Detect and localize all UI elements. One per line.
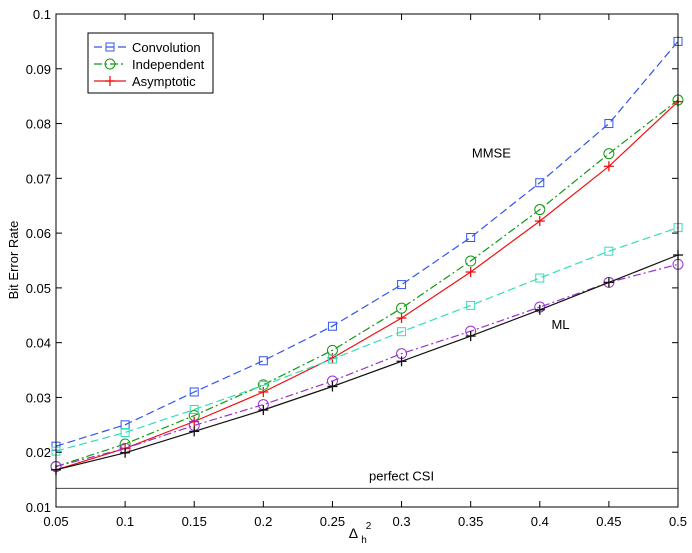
x-tick-label: 0.25 xyxy=(320,514,345,529)
data-point xyxy=(189,426,200,437)
data-point xyxy=(535,178,545,188)
legend-entry: Asymptotic xyxy=(94,74,196,89)
data-point xyxy=(603,148,615,160)
series-line-mmse-asymptotic xyxy=(55,101,679,471)
y-tick-label: 0.07 xyxy=(26,171,51,186)
y-axis-label: Bit Error Rate xyxy=(6,221,21,300)
data-point xyxy=(535,273,545,283)
data-point xyxy=(258,386,269,397)
x-axis-label-symbol: Δ xyxy=(349,525,358,541)
data-point xyxy=(189,387,199,397)
x-tick-label: 0.15 xyxy=(182,514,207,529)
y-tick-label: 0.03 xyxy=(26,390,51,405)
data-point xyxy=(466,232,476,242)
data-point xyxy=(396,313,407,324)
legend-marker xyxy=(105,76,115,86)
legend-items: Convolution Independent Asymptotic xyxy=(94,40,205,89)
x-axis-label-superscript: 2 xyxy=(366,521,372,532)
data-point xyxy=(604,119,614,129)
x-tick-label: 0.45 xyxy=(596,514,621,529)
y-tick-label: 0.06 xyxy=(26,226,51,241)
data-point xyxy=(534,204,546,216)
data-point xyxy=(120,447,131,458)
series-line-ml-asymptotic xyxy=(55,254,679,471)
legend-label: Asymptotic xyxy=(132,74,196,89)
series-line-mmse-independent xyxy=(55,99,679,468)
x-tick-label: 0.2 xyxy=(254,514,272,529)
y-tick-label: 0.1 xyxy=(33,7,51,22)
annotation-label: MMSE xyxy=(472,146,511,161)
data-point xyxy=(396,356,407,367)
legend-label: Convolution xyxy=(132,40,201,55)
x-axis-label: Δ h 2 xyxy=(349,521,372,546)
y-tick-label: 0.02 xyxy=(26,445,51,460)
data-point xyxy=(465,255,477,267)
series-ml-convolution xyxy=(51,223,683,456)
data-point xyxy=(466,300,476,310)
y-tick-label: 0.08 xyxy=(26,117,51,132)
series-layer xyxy=(50,36,684,489)
series-mmse-convolution xyxy=(51,36,683,451)
series-line-mmse-convolution xyxy=(55,41,679,447)
legend-marker xyxy=(105,42,115,52)
data-point xyxy=(603,161,614,172)
data-point xyxy=(397,327,407,337)
data-point xyxy=(189,404,199,414)
y-tick-label: 0.09 xyxy=(26,62,51,77)
legend-marker xyxy=(104,58,116,70)
y-tick-label: 0.05 xyxy=(26,281,51,296)
y-tick-label: 0.04 xyxy=(26,336,51,351)
data-point xyxy=(258,356,268,366)
x-tick-label: 0.05 xyxy=(43,514,68,529)
data-point xyxy=(120,428,130,438)
data-point xyxy=(465,331,476,342)
data-point xyxy=(327,381,338,392)
x-tick-label: 0.4 xyxy=(531,514,549,529)
data-point xyxy=(603,277,614,288)
x-tick-label: 0.1 xyxy=(116,514,134,529)
data-point xyxy=(465,267,476,278)
x-tick-label: 0.35 xyxy=(458,514,483,529)
legend-label: Independent xyxy=(132,57,205,72)
data-point xyxy=(534,216,545,227)
data-point xyxy=(258,380,268,390)
data-point xyxy=(258,405,269,416)
data-point xyxy=(534,304,545,315)
annotations-layer: MMSE ML perfect CSI xyxy=(369,146,570,484)
series-line-ml-convolution xyxy=(55,227,679,452)
legend: Convolution Independent Asymptotic xyxy=(87,32,214,94)
legend-entry: Convolution xyxy=(94,40,201,55)
data-point xyxy=(604,246,614,256)
data-point xyxy=(327,354,337,364)
y-tick-label: 0.01 xyxy=(26,500,51,515)
ticks-layer: 0.05 0.1 0.15 0.2 0.25 0.3 0.35 0.4 0.45 0.50.010… xyxy=(26,7,687,529)
data-point xyxy=(397,280,407,290)
annotation-label: perfect CSI xyxy=(369,469,434,484)
plot-frame xyxy=(55,13,679,508)
x-axis-label-subscript: h xyxy=(361,535,367,546)
legend-box xyxy=(87,32,214,94)
series-line-ml-independent xyxy=(55,263,679,468)
annotation-label: ML xyxy=(551,317,569,332)
data-point xyxy=(327,321,337,331)
x-tick-label: 0.3 xyxy=(393,514,411,529)
legend-entry: Independent xyxy=(94,57,205,72)
x-tick-label: 0.5 xyxy=(669,514,687,529)
